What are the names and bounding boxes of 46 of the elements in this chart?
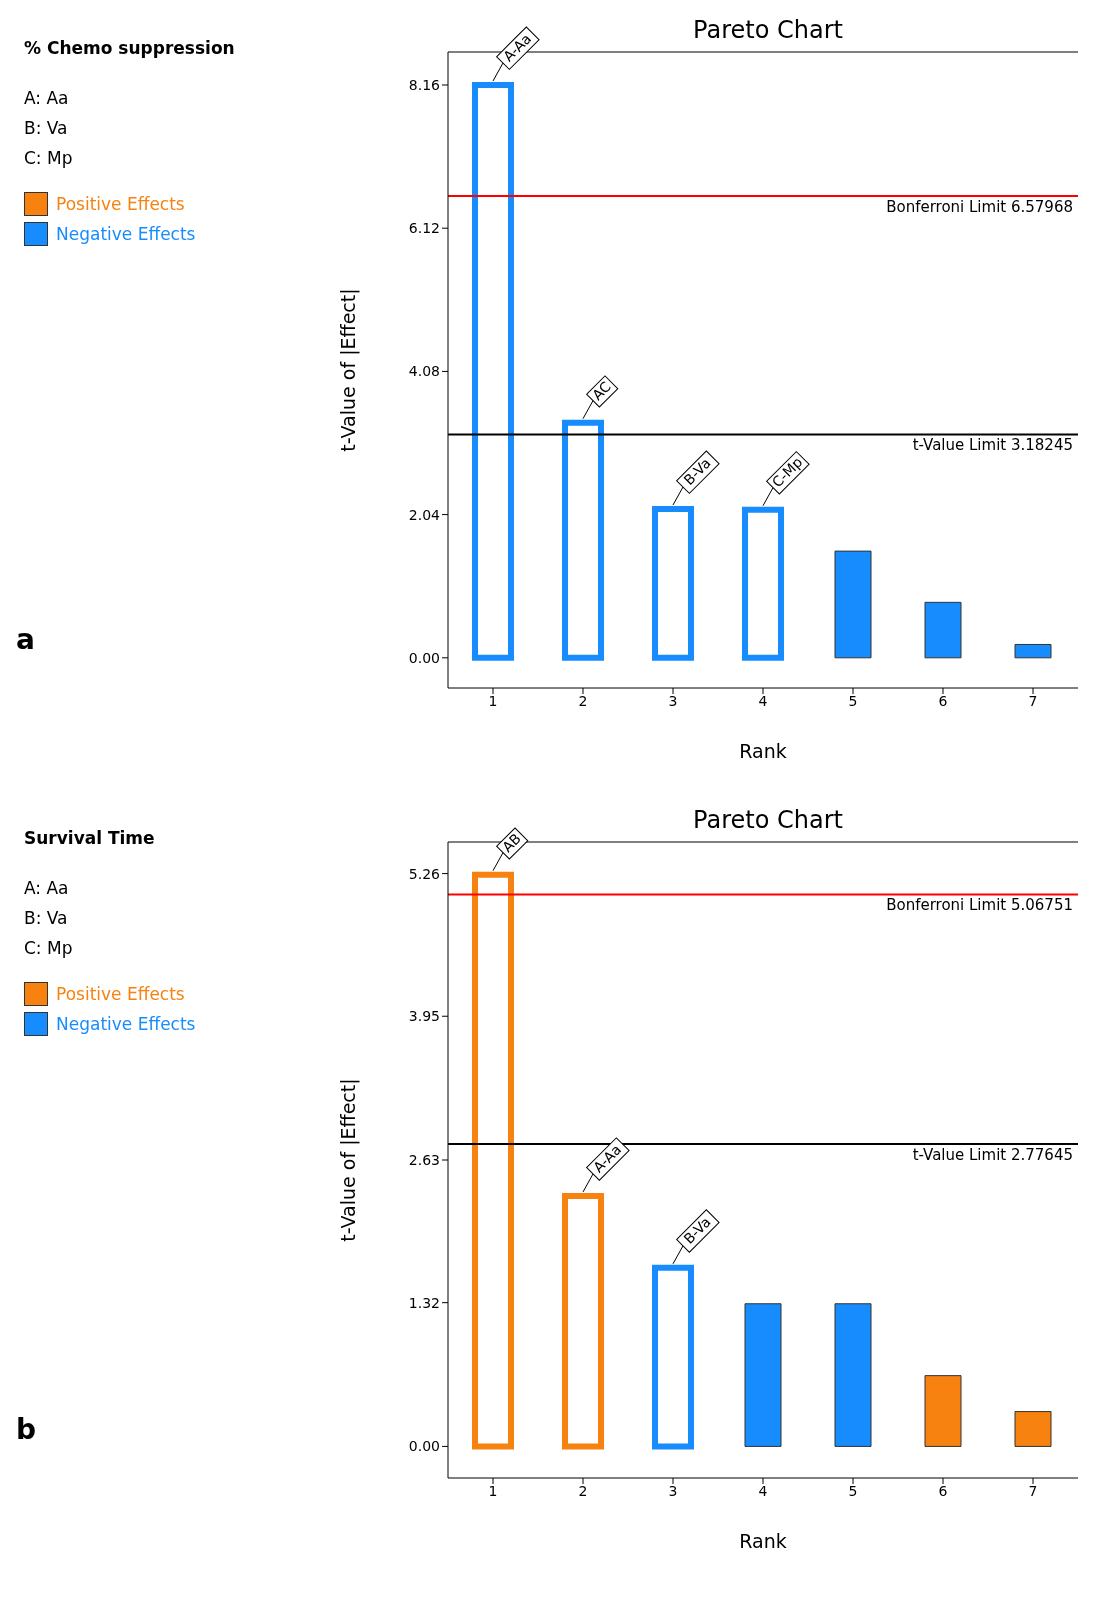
y-axis-title: t-Value of |Effect|	[336, 1078, 360, 1242]
x-axis-title: Rank	[739, 1530, 787, 1552]
annotation: AB	[499, 830, 524, 856]
text: a	[16, 623, 35, 656]
x-tick-label: 5	[848, 692, 858, 709]
x-tick-label: 6	[938, 692, 948, 709]
x-axis-title: Rank	[739, 740, 787, 762]
text: b	[16, 1413, 37, 1446]
ref-line-label: t-Value Limit 3.18245	[912, 436, 1073, 455]
legend-label: Negative Effects	[56, 1014, 196, 1034]
y-tick-label: 4.08	[408, 363, 440, 380]
legend-title: Survival Time	[24, 828, 156, 848]
x-tick-label: 2	[578, 692, 588, 709]
ref-line-label: Bonferroni Limit 6.57968	[886, 197, 1073, 216]
legend-label: Negative Effects	[56, 224, 196, 244]
y-tick-label: 0.00	[408, 1438, 440, 1455]
x-tick-label: 1	[488, 692, 498, 709]
x-tick-label: 2	[578, 1482, 588, 1499]
annotation: AC	[589, 378, 615, 404]
chart-title: Pareto Chart	[693, 16, 843, 44]
x-tick-label: 6	[938, 1482, 948, 1499]
y-tick-label: 2.04	[408, 506, 441, 523]
legend-label: Positive Effects	[56, 194, 185, 214]
x-tick-label: 7	[1028, 1482, 1038, 1499]
x-tick-label: 4	[758, 692, 768, 709]
y-tick-label: 1.32	[408, 1294, 440, 1311]
chart-title: Pareto Chart	[693, 806, 843, 834]
y-axis-title: t-Value of |Effect|	[336, 288, 360, 452]
x-tick-label: 3	[668, 1482, 678, 1499]
text: A: Aa B: Va C: Mp	[24, 878, 74, 958]
x-tick-label: 3	[668, 692, 678, 709]
x-tick-label: 1	[488, 1482, 498, 1499]
y-tick-label: 0.00	[408, 649, 440, 666]
x-tick-label: 7	[1028, 692, 1038, 709]
ref-line-label: Bonferroni Limit 5.06751	[886, 896, 1073, 915]
legend-label: Positive Effects	[56, 984, 185, 1004]
x-tick-label: 5	[848, 1482, 858, 1499]
y-tick-label: 2.63	[408, 1151, 440, 1168]
text: A: Aa B: Va C: Mp	[24, 88, 74, 168]
y-tick-label: 5.26	[408, 865, 441, 882]
ref-line-label: t-Value Limit 2.77645	[912, 1145, 1073, 1164]
y-tick-label: 3.95	[408, 1008, 440, 1025]
x-tick-label: 4	[758, 1482, 768, 1499]
y-tick-label: 8.16	[408, 76, 441, 93]
y-tick-label: 6.12	[408, 220, 440, 237]
legend-title: % Chemo suppression	[24, 38, 236, 58]
